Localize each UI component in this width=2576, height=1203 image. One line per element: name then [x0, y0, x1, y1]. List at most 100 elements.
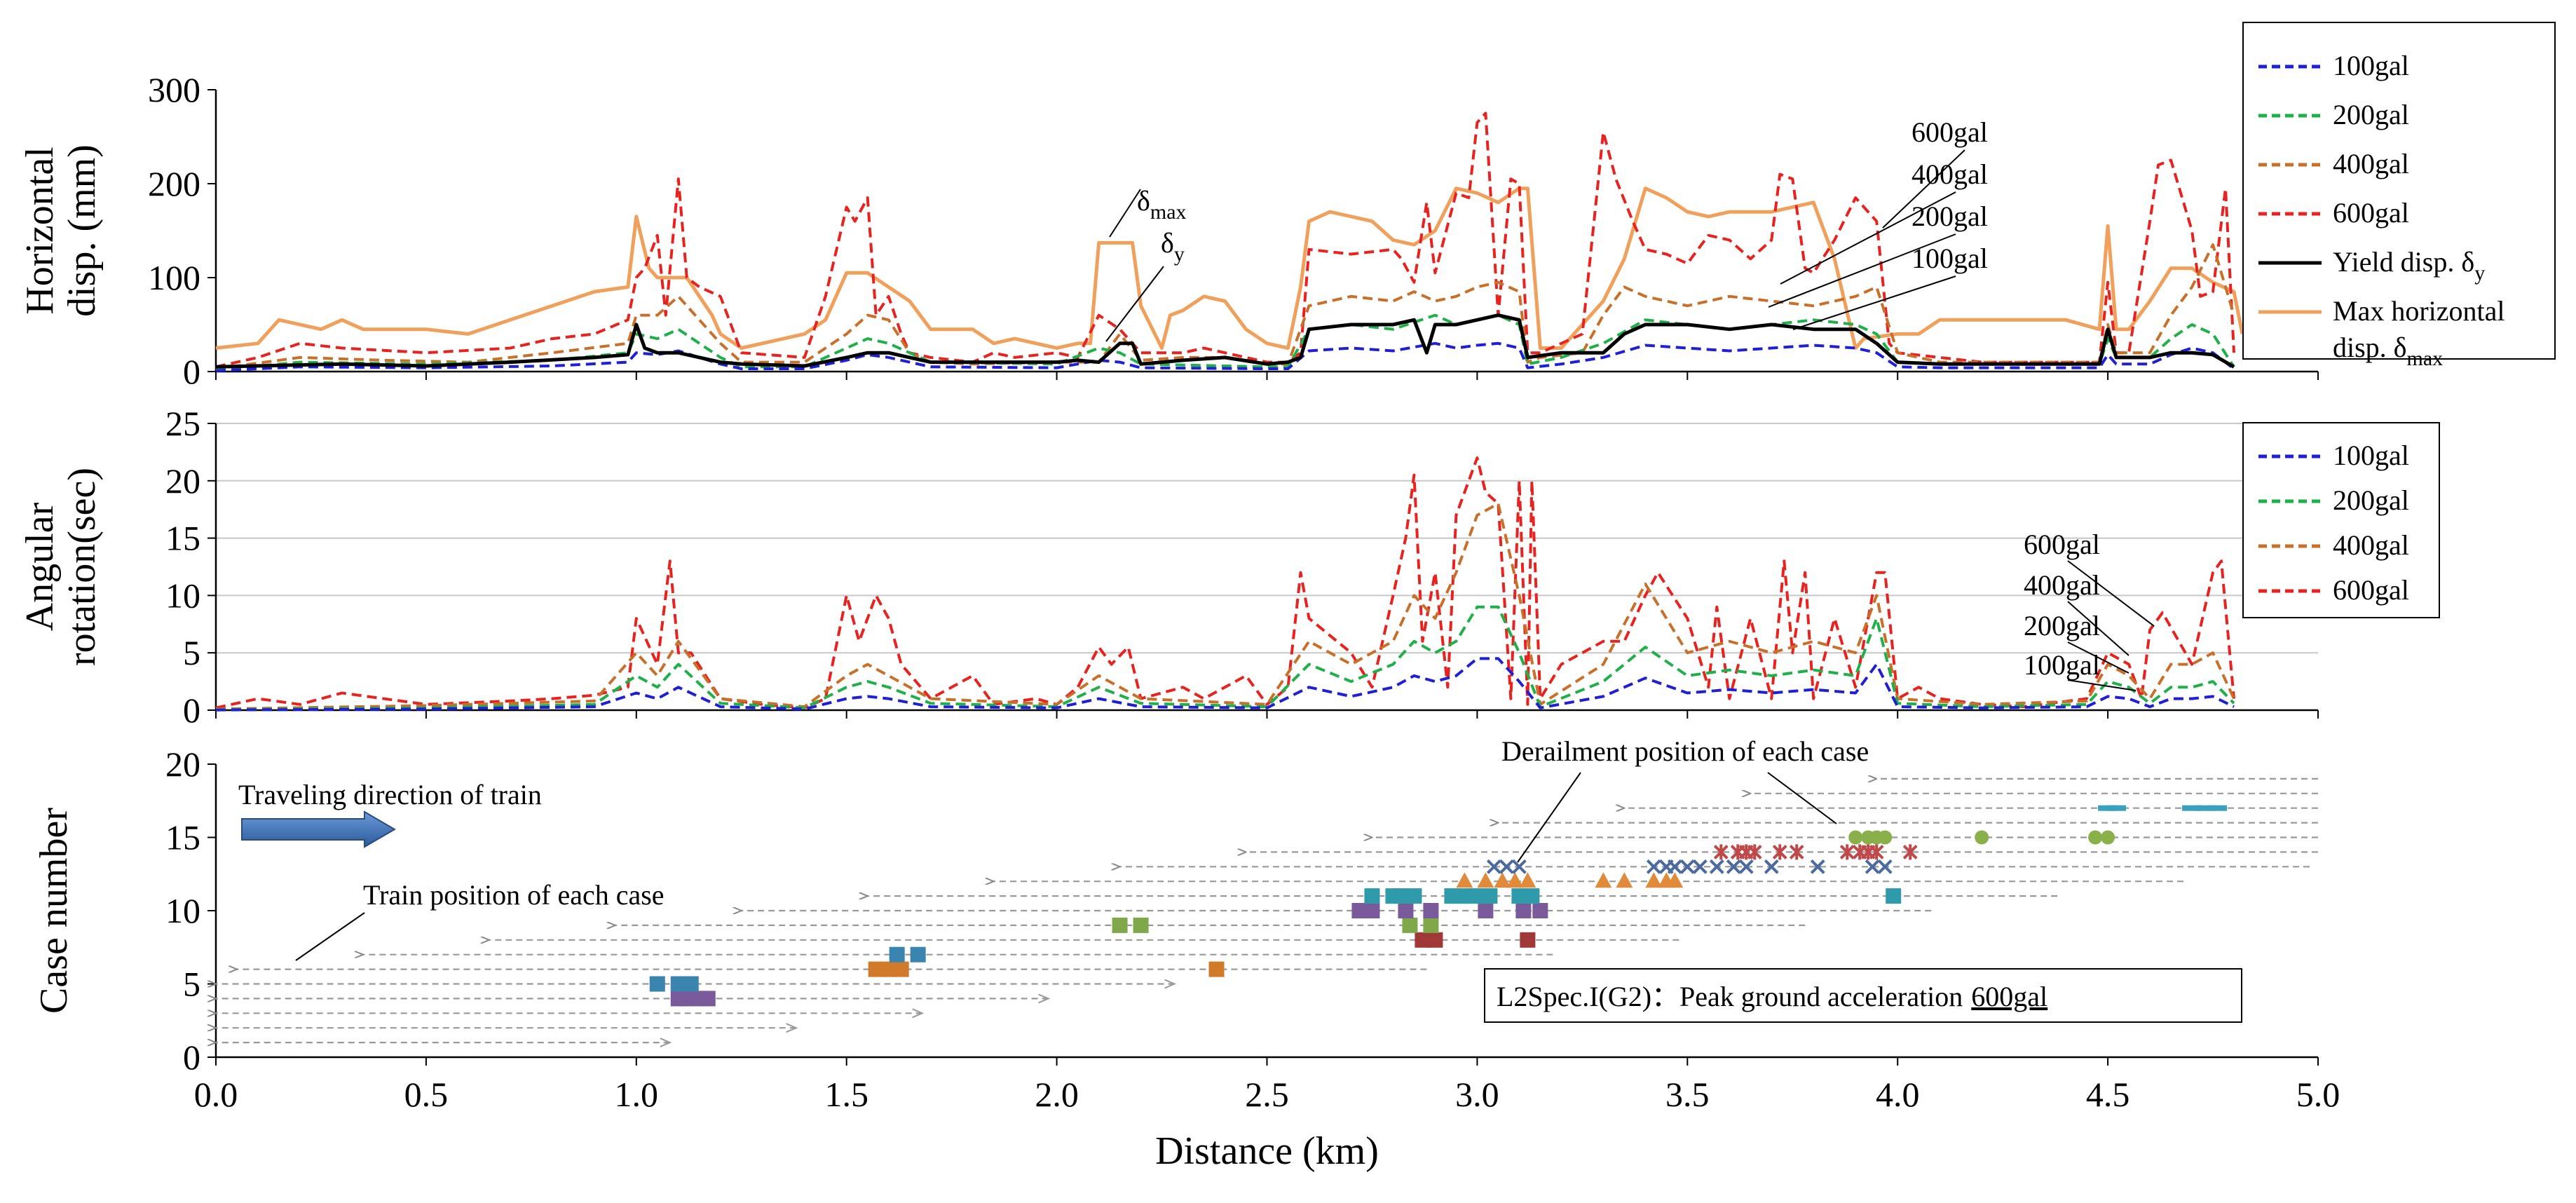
derailment-marker — [1112, 917, 1128, 933]
annotation-400gal: 400gal — [1911, 158, 1988, 190]
y-axis-label: Case number — [32, 808, 76, 1014]
series-line-400gal — [215, 243, 2235, 370]
case-title-value: 600gal — [1971, 981, 2047, 1012]
derailment-marker — [893, 961, 909, 977]
series-line-max-horizontal-disp-max — [215, 186, 2244, 350]
derailment-marker — [1747, 844, 1762, 860]
y-tick-label: 300 — [148, 70, 200, 109]
derailment-marker — [1364, 888, 1380, 904]
y-axis-label: Horizontaldisp. (mm) — [18, 144, 104, 317]
derailment-marker — [1524, 888, 1540, 904]
train-position-label: Train position of each case — [363, 879, 665, 911]
derailment-marker — [1519, 872, 1536, 888]
x-tick-label: 4.0 — [1876, 1075, 1920, 1114]
derailment-marker — [1133, 917, 1149, 933]
y-tick-label: 0 — [183, 691, 200, 730]
derailment-marker — [1666, 872, 1684, 888]
series-line-100gal — [215, 657, 2235, 712]
y-tick-label: 25 — [165, 404, 200, 443]
derailment-marker — [1878, 830, 1893, 845]
y-axis-label: Angularrotation(sec) — [18, 468, 104, 666]
y-tick-label: 100 — [148, 258, 200, 297]
legend-label: Yield disp. δy — [2333, 246, 2485, 285]
derailment-marker — [700, 991, 716, 1007]
legend-label: 400gal — [2333, 529, 2409, 561]
derailment-marker — [1692, 859, 1708, 874]
case-title-box — [1484, 968, 2242, 1023]
derailment-marker — [1423, 903, 1439, 918]
derailment-marker — [2207, 805, 2228, 811]
annotation-200gal-leader — [1768, 233, 1956, 308]
x-tick-label: 2.5 — [1245, 1075, 1289, 1114]
derailment-marker — [2088, 830, 2103, 845]
x-tick-label: 3.0 — [1455, 1075, 1499, 1114]
derailment-marker — [1364, 903, 1380, 918]
annotation-dy-leader — [1105, 266, 1164, 342]
annotation-400gal: 400gal — [2024, 569, 2100, 601]
case-title-text: L2Spec.I(G2)：Peak ground acceleration 600… — [1497, 981, 2047, 1012]
derailment-marker — [889, 946, 905, 963]
derailment-marker — [1477, 872, 1494, 888]
x-tick-label: 1.0 — [615, 1075, 659, 1114]
derailment-marker — [1738, 859, 1754, 874]
annotation-200gal-leader — [2067, 641, 2129, 674]
x-axis-label: Distance (km) — [1155, 1129, 1379, 1173]
train-position-arrowhead — [1038, 993, 1051, 1004]
derailment-marker — [2106, 805, 2127, 811]
travel-direction-arrow-icon — [241, 810, 396, 848]
annotation-600gal: 600gal — [2024, 529, 2100, 560]
series-line-100gal — [215, 341, 2235, 372]
derailment-marker — [1902, 844, 1918, 860]
legend-label: 400gal — [2333, 148, 2409, 179]
derailment-marker — [1616, 872, 1633, 888]
x-tick-label: 1.5 — [824, 1075, 868, 1114]
derailment-marker — [1478, 903, 1494, 918]
y-tick-label: 5 — [183, 633, 200, 672]
train-position-arrowhead — [660, 1038, 672, 1048]
annotation-600gal-leader — [1882, 149, 1965, 229]
derailment-marker — [1839, 844, 1855, 860]
derailment-marker — [1469, 888, 1485, 904]
derailment-marker — [1865, 859, 1880, 874]
derailment-label: Derailment position of each case — [1501, 735, 1869, 767]
legend-label-sub: y — [2474, 261, 2485, 285]
series-line-600gal — [215, 111, 2235, 369]
derailment-marker — [670, 976, 686, 992]
y-tick-label: 15 — [165, 519, 200, 558]
derailment-marker — [1351, 903, 1368, 918]
derailment-marker — [1520, 932, 1536, 948]
legend-label: 600gal — [2333, 574, 2409, 606]
travel-direction-label: Traveling direction of train — [238, 779, 542, 810]
legend-box — [2242, 22, 2556, 360]
derailment-marker — [868, 961, 884, 977]
x-tick-label: 5.0 — [2296, 1075, 2340, 1114]
train-position-leader — [295, 912, 365, 961]
annotation-dmax-main: δ — [1137, 185, 1150, 217]
case-title-main: L2Spec.I(G2)：Peak ground acceleration — [1497, 981, 1963, 1012]
derailment-marker — [1877, 859, 1893, 874]
derailment-marker — [1667, 859, 1682, 874]
derailment-marker — [910, 946, 926, 963]
annotation-600gal: 600gal — [1911, 116, 1988, 148]
derailment-marker — [1645, 872, 1663, 888]
legend-label-cont-sub: max — [2407, 347, 2444, 370]
legend-label: Max horizontal — [2333, 295, 2505, 327]
y-tick-label: 20 — [165, 745, 200, 784]
y-axis-label-line: Angular — [18, 502, 62, 631]
derailment-marker — [1208, 961, 1225, 977]
derailment-marker — [2195, 805, 2215, 811]
derailment-marker — [679, 991, 695, 1007]
y-tick-label: 0 — [183, 1038, 200, 1077]
derailment-marker — [1506, 872, 1524, 888]
annotation-200gal: 200gal — [1911, 200, 1988, 232]
derailment-marker — [1726, 859, 1741, 874]
derailment-marker — [1789, 844, 1804, 860]
derailment-marker — [1486, 859, 1501, 874]
derailment-marker — [1595, 872, 1612, 888]
annotation-dmax-leader — [1109, 189, 1141, 238]
annotation-400gal-leader — [1780, 191, 1956, 285]
train-position-arrowhead — [786, 1023, 798, 1033]
derailment-marker — [1869, 844, 1884, 860]
derailment-marker — [1427, 932, 1443, 948]
